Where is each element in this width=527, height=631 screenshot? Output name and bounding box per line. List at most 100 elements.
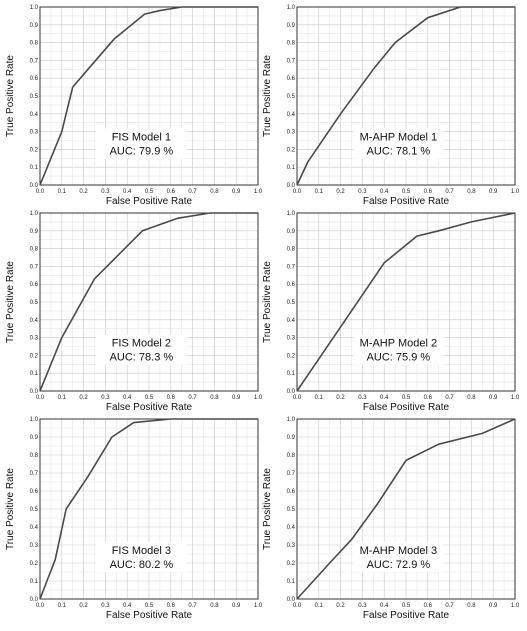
y-tick-label: 0.9 xyxy=(287,229,296,235)
y-tick-label: 0.1 xyxy=(287,579,296,585)
x-tick-label: 0.3 xyxy=(101,395,110,401)
x-tick-label: 0.3 xyxy=(358,189,367,195)
x-axis-label: False Positive Rate xyxy=(106,402,193,413)
y-tick-label: 0.1 xyxy=(287,371,296,377)
roc-panel-5: 0.00.0 0.1 0.1 0.2 0.2 0.3 0.3 0.4 0.4 0.5 0.5 0.6 0… xyxy=(5,417,263,621)
x-tick-label: 0.4 xyxy=(380,189,389,195)
x-tick-label: 1.0 xyxy=(511,395,520,401)
y-tick-label: 0.7 xyxy=(30,264,39,270)
x-tick-label: 0.0 xyxy=(36,603,45,609)
y-tick-label: 0.4 xyxy=(287,112,296,118)
y-tick-label: 0.6 xyxy=(30,76,39,82)
y-tick-label: 0.5 xyxy=(30,507,39,513)
roc-curve-line xyxy=(39,6,258,186)
x-tick-label: 0.9 xyxy=(232,189,241,195)
y-tick-label: 0.6 xyxy=(30,489,39,495)
x-tick-label: 0.8 xyxy=(210,395,219,401)
annotation-background xyxy=(353,542,444,572)
x-tick-label: 0.5 xyxy=(145,395,154,401)
x-tick-label: 1.0 xyxy=(254,395,263,401)
x-tick-label: 0.3 xyxy=(358,395,367,401)
y-tick-label: 0.8 xyxy=(287,247,296,253)
x-tick-label: 0.2 xyxy=(336,395,345,401)
y-tick-label: 1.0 xyxy=(30,5,39,11)
y-tick-label: 0.9 xyxy=(30,229,39,235)
x-tick-label: 0.0 xyxy=(36,189,45,195)
roc-curve-line xyxy=(296,418,516,600)
y-tick-label: 0.4 xyxy=(287,318,296,324)
auc-label: AUC: 75.9 % xyxy=(367,352,431,364)
y-tick-label: 0.3 xyxy=(30,543,39,549)
y-tick-label: 0.9 xyxy=(30,23,39,29)
x-axis-label: False Positive Rate xyxy=(106,610,193,621)
x-axis-label: False Positive Rate xyxy=(106,196,193,207)
y-tick-label: 0.0 xyxy=(287,183,296,189)
y-tick-label: 0.2 xyxy=(287,147,296,153)
x-tick-label: 0.1 xyxy=(58,189,67,195)
y-tick-label: 0.3 xyxy=(30,130,39,136)
x-tick-label: 0.2 xyxy=(336,189,345,195)
y-tick-label: 0.9 xyxy=(287,23,296,29)
y-tick-label: 1.0 xyxy=(30,417,39,423)
x-tick-label: 0.8 xyxy=(467,189,476,195)
annotation-background xyxy=(96,542,187,572)
annotation-background xyxy=(353,334,444,365)
x-tick-label: 0.8 xyxy=(467,603,476,609)
x-tick-label: 0.1 xyxy=(315,603,324,609)
auc-label: AUC: 78.1 % xyxy=(367,146,431,158)
x-tick-label: 0.5 xyxy=(402,189,411,195)
y-tick-label: 0.5 xyxy=(287,507,296,513)
roc-curve-line xyxy=(296,6,515,186)
x-tick-label: 0.0 xyxy=(293,603,302,609)
x-axis-label: False Positive Rate xyxy=(363,196,450,207)
y-tick-label: 0.0 xyxy=(30,597,39,603)
model-name-label: FIS Model 1 xyxy=(112,132,171,144)
y-tick-label: 0.1 xyxy=(30,579,39,585)
model-name-label: M-AHP Model 1 xyxy=(360,132,437,144)
y-tick-label: 0.6 xyxy=(287,489,296,495)
x-tick-label: 0.0 xyxy=(36,395,45,401)
y-tick-label: 0.2 xyxy=(30,353,39,359)
x-tick-label: 0.8 xyxy=(210,189,219,195)
y-tick-label: 0.2 xyxy=(30,147,39,153)
roc-curve-line xyxy=(39,418,258,600)
y-tick-label: 0.6 xyxy=(287,76,296,82)
plot-frame xyxy=(296,212,516,392)
roc-panel-2: 0.00.0 0.1 0.1 0.2 0.2 0.3 0.3 0.4 0.4 0.5 0.5 0.6 0… xyxy=(262,5,520,207)
y-tick-label: 0.3 xyxy=(30,336,39,342)
x-tick-label: 0.6 xyxy=(424,189,433,195)
y-tick-label: 0.8 xyxy=(287,41,296,47)
x-tick-label: 0.1 xyxy=(315,189,324,195)
plot-frame xyxy=(296,418,516,600)
x-tick-label: 0.6 xyxy=(167,603,176,609)
y-tick-label: 0.8 xyxy=(30,247,39,253)
x-tick-label: 0.9 xyxy=(489,603,498,609)
model-name-label: M-AHP Model 2 xyxy=(360,338,437,350)
x-tick-label: 0.1 xyxy=(58,395,67,401)
y-tick-label: 0.4 xyxy=(30,318,39,324)
y-axis-label: True Positive Rate xyxy=(5,55,16,137)
model-name-label: M-AHP Model 3 xyxy=(360,545,437,557)
x-tick-label: 0.7 xyxy=(188,189,197,195)
x-tick-label: 0.9 xyxy=(489,189,498,195)
x-tick-label: 0.2 xyxy=(79,395,88,401)
x-tick-label: 0.1 xyxy=(58,603,67,609)
y-tick-label: 0.5 xyxy=(30,300,39,306)
y-tick-label: 0.1 xyxy=(30,371,39,377)
x-tick-label: 0.5 xyxy=(402,395,411,401)
x-tick-label: 0.1 xyxy=(315,395,324,401)
y-tick-label: 0.1 xyxy=(287,165,296,171)
x-tick-label: 0.9 xyxy=(489,395,498,401)
y-tick-label: 0.6 xyxy=(30,282,39,288)
y-tick-label: 0.3 xyxy=(287,130,296,136)
y-tick-label: 0.7 xyxy=(287,471,296,477)
x-tick-label: 0.3 xyxy=(101,603,110,609)
auc-label: AUC: 80.2 % xyxy=(110,559,174,571)
y-tick-label: 0.0 xyxy=(30,389,39,395)
y-tick-label: 0.7 xyxy=(287,264,296,270)
plot-frame xyxy=(39,212,259,392)
y-tick-label: 1.0 xyxy=(287,5,296,11)
y-tick-label: 0.2 xyxy=(30,561,39,567)
y-axis-label: True Positive Rate xyxy=(262,55,273,137)
y-tick-label: 0.8 xyxy=(30,453,39,459)
